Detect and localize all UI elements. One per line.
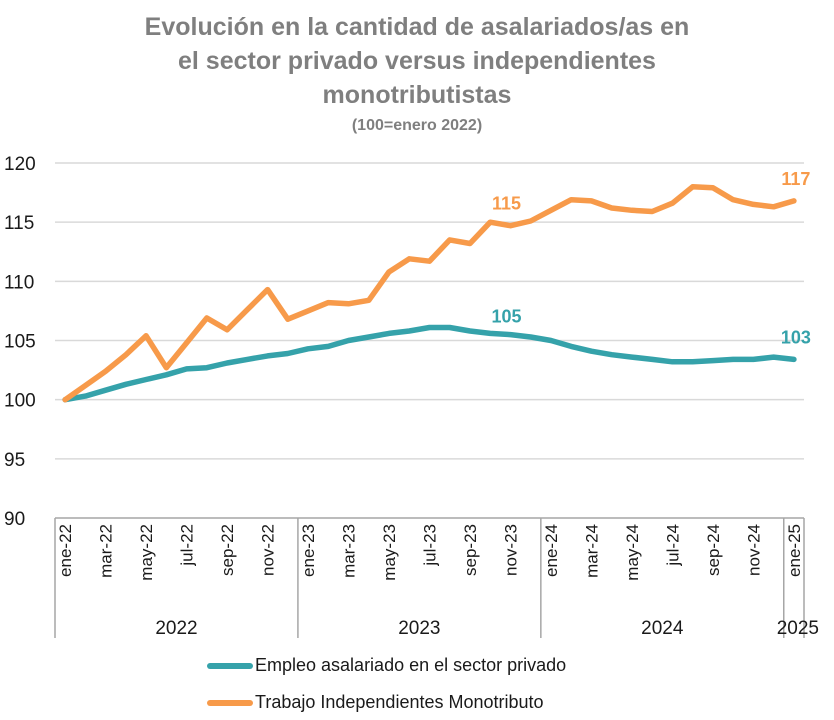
legend-item-asalariado[interactable]: Empleo asalariado en el sector privado [207,655,566,676]
x-tick-label: nov-23 [501,524,520,576]
legend-swatch-orange [207,699,253,706]
y-tick-label: 100 [4,391,36,412]
legend-label: Trabajo Independientes Monotributo [255,692,544,712]
x-tick-label: may-24 [623,524,642,581]
data-label: 117 [781,169,810,189]
year-label: 2025 [777,618,819,639]
x-tick-label: jul-24 [663,524,682,567]
legend-label: Empleo asalariado en el sector privado [255,655,567,675]
year-label: 2024 [641,618,684,639]
x-tick-label: mar-24 [582,524,601,578]
x-tick-label: mar-22 [97,524,116,578]
legend-item-monotributo[interactable]: Trabajo Independientes Monotributo [207,692,544,713]
x-tick-label: mar-23 [340,524,359,578]
y-tick-label: 115 [4,213,34,234]
data-label: 103 [781,327,811,347]
data-label: 105 [491,307,521,327]
gridlines [55,162,804,460]
x-tick-label: ene-24 [542,524,561,577]
x-tick-label: ene-25 [785,524,804,577]
series-line-monotributo [62,183,797,403]
x-tick-label: jul-22 [178,524,197,567]
y-tick-label: 105 [4,332,36,353]
y-tick-label: 120 [4,154,36,175]
x-tick-label: nov-22 [259,524,278,576]
y-tick-label: 95 [4,450,25,471]
x-tick-label: may-22 [137,524,156,581]
chart-title-line-2: el sector privado versus independientes [178,47,656,75]
x-tick-label: nov-24 [744,524,763,576]
data-label: 115 [492,194,521,214]
chart-title-line-1: Evolución en la cantidad de asalariados/… [144,13,690,41]
series-lines [62,183,797,403]
y-axis: 90 95 100 105 110 115 120 [4,154,36,530]
x-axis: 2022 2023 2024 2025 ene-22 mar-22 may-22 jul-22… [54,517,819,639]
y-tick-label: 110 [4,272,34,293]
data-labels: 105 103 115 117 [491,169,810,348]
x-tick-label: ene-22 [56,524,75,577]
chart-title-line-3: monotributistas [322,81,512,109]
y-tick-label: 90 [4,509,25,530]
legend-swatch-teal [207,662,253,669]
x-tick-label: may-23 [380,524,399,581]
x-tick-label: ene-23 [299,524,318,577]
x-tick-label: jul-23 [421,524,440,567]
x-tick-label: sep-23 [461,524,480,576]
year-label: 2022 [155,618,197,639]
x-tick-label: sep-24 [704,524,723,576]
x-tick-label: sep-22 [218,524,237,576]
chart-subtitle: (100=enero 2022) [351,117,483,134]
year-label: 2023 [398,618,440,639]
series-line-asalariado [62,324,797,403]
